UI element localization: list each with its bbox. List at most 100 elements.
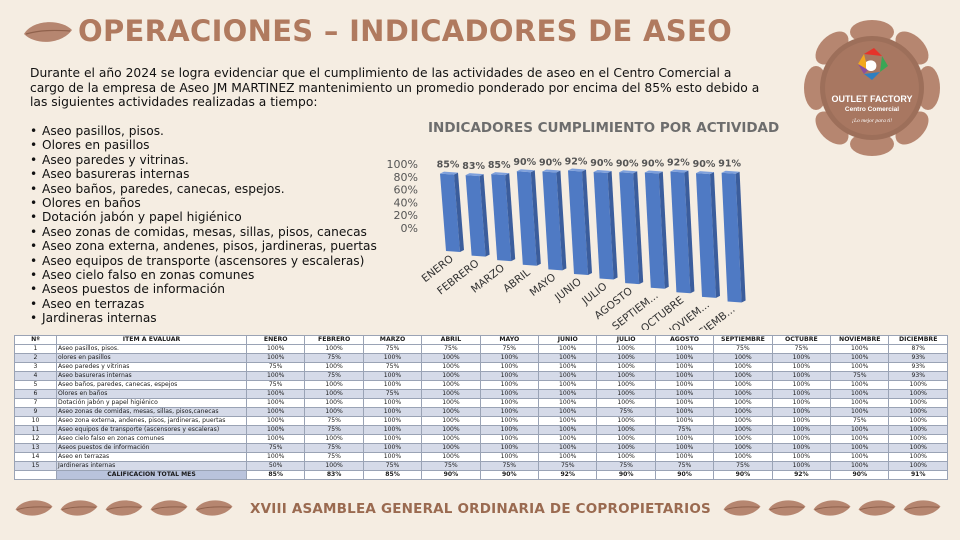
data-label: 90%: [590, 158, 613, 169]
chart-bar-side: [505, 173, 516, 262]
month-score: 100%: [713, 452, 773, 462]
month-score: 75%: [713, 344, 773, 354]
month-score: 100%: [245, 344, 306, 354]
month-score: 100%: [304, 461, 364, 471]
list-item: Jardineras internas: [30, 311, 390, 325]
row-number: 3: [14, 362, 57, 372]
chart-bar: [516, 169, 541, 266]
month-score: 93%: [888, 362, 948, 372]
chart-bar-top: [721, 170, 740, 174]
month-score: 100%: [888, 416, 948, 426]
month-score: 100%: [538, 398, 598, 408]
month-score: 75%: [362, 344, 423, 354]
total-score: 90%: [596, 470, 656, 480]
row-number: 12: [14, 434, 57, 444]
month-score: 100%: [771, 416, 832, 426]
list-item: Aseo zona externa, andenes, pisos, jardi…: [30, 239, 390, 253]
list-item: Olores en baños: [30, 196, 390, 210]
month-score: 100%: [596, 398, 656, 408]
table-header-row: Nº ITEM A EVALUAR ENERO FEBRERO MARZO ABRIL MA…: [14, 335, 948, 345]
bar-chart: 0%20%40%60%80%100% 85%ENERO83%FEBRERO85%M…: [387, 156, 746, 330]
item-name: Aseo pasillos, pisos.: [56, 344, 247, 354]
chart-bar-top: [465, 173, 484, 177]
chart-bar-top: [670, 169, 689, 173]
y-tick-label: 40%: [394, 196, 418, 209]
month-score: 100%: [596, 425, 656, 435]
chart-bar-side: [582, 169, 592, 275]
month-score: 100%: [830, 353, 890, 363]
month-score: 100%: [830, 461, 890, 471]
chart-bar-top: [696, 171, 714, 175]
month-score: 100%: [538, 371, 598, 381]
table-row: 2 olores en pasillos 100% 75% 100% 100% 100% 10…: [14, 353, 948, 363]
month-score: 75%: [654, 425, 715, 435]
total-row-blank: [14, 470, 57, 480]
total-score: 90%: [654, 470, 715, 480]
month-score: 100%: [830, 380, 890, 390]
month-score: 100%: [654, 398, 715, 408]
data-label: 85%: [488, 160, 511, 171]
list-item: Aseo en terrazas: [30, 297, 390, 311]
chart-bar-face: [593, 172, 614, 280]
month-score: 100%: [304, 344, 364, 354]
leaf-decoration-icon: [722, 496, 762, 524]
chart-bar-side: [633, 171, 644, 285]
total-score: 85%: [245, 470, 306, 480]
chart-bar: [542, 169, 567, 271]
col-header-month: ABRIL: [421, 335, 481, 345]
month-score: 100%: [362, 434, 423, 444]
month-score: 100%: [479, 362, 540, 372]
month-score: 100%: [421, 434, 481, 444]
month-score: 100%: [771, 353, 832, 363]
chart-bar: [670, 169, 695, 294]
month-score: 75%: [830, 371, 890, 381]
month-score: 100%: [304, 380, 364, 390]
chart-bar-top: [619, 170, 638, 174]
month-score: 100%: [245, 353, 306, 363]
list-item: Aseo equipos de transporte (ascensores y…: [30, 254, 390, 268]
y-tick-label: 100%: [387, 158, 418, 171]
chart-bar: [440, 171, 464, 252]
list-item: Dotación jabón y papel higiénico: [30, 210, 390, 224]
y-tick-label: 80%: [394, 171, 418, 184]
item-name: Aseo zonas de comidas, mesas, sillas, pi…: [56, 407, 247, 417]
row-number: 14: [14, 452, 57, 462]
list-item: Aseos puestos de información: [30, 282, 390, 296]
leaf-decoration-icon: [857, 496, 897, 524]
data-label: 83%: [462, 161, 485, 172]
month-score: 100%: [304, 362, 364, 372]
month-score: 100%: [538, 443, 598, 453]
chart-bar-top: [516, 169, 535, 173]
chart-bar: [465, 173, 490, 257]
table-row: 11 Aseo equipos de transporte (ascensores…: [14, 425, 948, 435]
chart-bar-face: [542, 171, 563, 271]
chart-bar: [619, 170, 644, 285]
month-score: 100%: [596, 416, 656, 426]
item-name: Aseo zona externa, andenes, pisos, jardi…: [56, 416, 247, 426]
month-score: 100%: [596, 434, 656, 444]
y-tick-label: 60%: [394, 184, 418, 197]
item-name: Aseo baños, paredes, canecas, espejos: [56, 380, 247, 390]
month-score: 100%: [888, 452, 948, 462]
data-label: 92%: [565, 156, 588, 167]
item-name: Aseo en terrazas: [56, 452, 247, 462]
month-score: 100%: [538, 425, 598, 435]
month-score: 100%: [713, 380, 773, 390]
row-number: 9: [14, 407, 57, 417]
col-header-month: ENERO: [245, 335, 306, 345]
chart-title: INDICADORES CUMPLIMIENTO POR ACTIVIDAD: [428, 120, 780, 136]
month-score: 75%: [304, 353, 364, 363]
month-score: 100%: [479, 452, 540, 462]
month-score: 100%: [538, 353, 598, 363]
month-score: 100%: [654, 353, 715, 363]
month-score: 100%: [596, 443, 656, 453]
month-score: 100%: [421, 353, 481, 363]
data-label: 85%: [437, 160, 460, 171]
month-score: 100%: [888, 425, 948, 435]
chart-bar-face: [568, 170, 588, 275]
chart-bar-face: [465, 175, 486, 257]
month-score: 100%: [362, 407, 423, 417]
month-score: 100%: [479, 398, 540, 408]
intro-paragraph: Durante el año 2024 se logra evidenciar …: [30, 66, 760, 109]
month-score: 100%: [479, 353, 540, 363]
